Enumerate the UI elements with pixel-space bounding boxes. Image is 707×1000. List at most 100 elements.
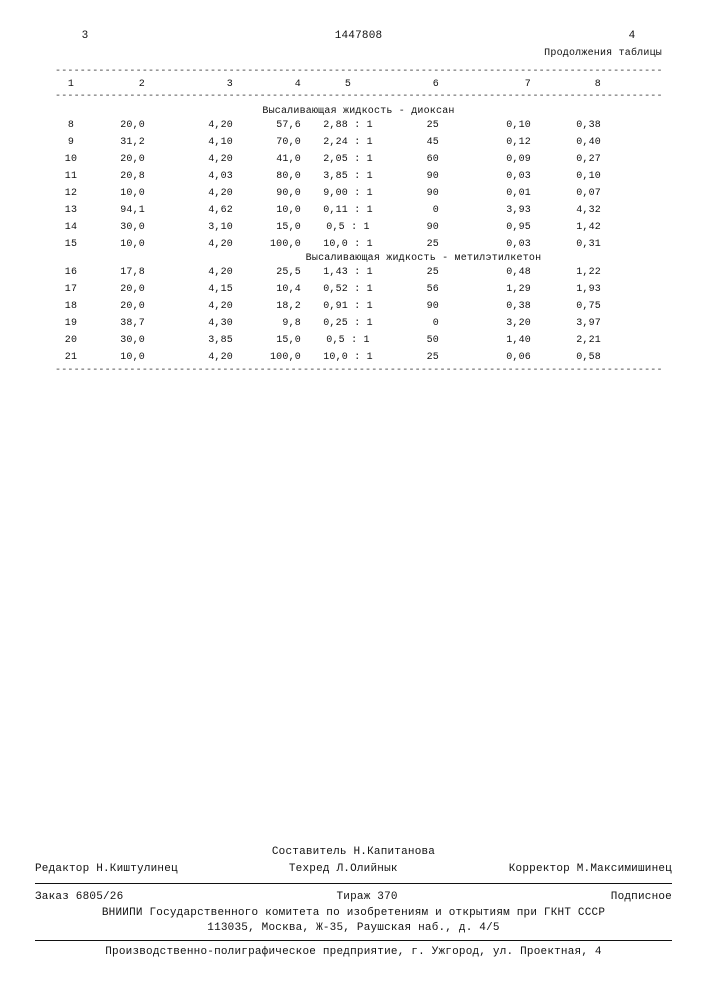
cell: 0,91 : 1 <box>307 301 389 312</box>
cell: 1,29 <box>445 284 539 295</box>
cell: 0,12 <box>445 137 539 148</box>
cell: 0,5 : 1 <box>307 222 389 233</box>
cell: 1,93 <box>539 284 601 295</box>
imprint-footer: Составитель Н.Капитанова Редактор Н.Кишт… <box>35 845 672 960</box>
cell: 2,21 <box>539 335 601 346</box>
cell: 10,0 : 1 <box>307 352 389 363</box>
cell: 4,03 <box>155 171 243 182</box>
subscription-label: Подписное <box>611 890 672 905</box>
cell: 4,20 <box>155 120 243 131</box>
cell: 90 <box>389 222 445 233</box>
cell: 9,8 <box>243 318 307 329</box>
table-row: 1020,04,2041,02,05 : 1600,090,27 <box>55 151 662 168</box>
table-row: 1394,14,6210,00,11 : 103,934,32 <box>55 202 662 219</box>
cell: 11 <box>55 171 87 182</box>
cell: 17,8 <box>87 267 155 278</box>
subheading-1: Высаливающая жидкость - диоксан <box>55 102 662 117</box>
cell: 3,93 <box>445 205 539 216</box>
cell: 25 <box>389 120 445 131</box>
cell: 38,7 <box>87 318 155 329</box>
cell: 56 <box>389 284 445 295</box>
cell: 15,0 <box>243 222 307 233</box>
cell: 4,20 <box>155 239 243 250</box>
cell: 0,5 : 1 <box>307 335 389 346</box>
cell: 4,30 <box>155 318 243 329</box>
cell: 0,31 <box>539 239 601 250</box>
cell: 10,0 : 1 <box>307 239 389 250</box>
table-row: 1430,03,1015,00,5 : 1900,951,42 <box>55 219 662 236</box>
cell: 100,0 <box>243 352 307 363</box>
cell: 0,01 <box>445 188 539 199</box>
cell: 16 <box>55 267 87 278</box>
cell: 25,5 <box>243 267 307 278</box>
table-bottom-rule: ----------------------------------------… <box>55 366 662 376</box>
cell: 20,0 <box>87 154 155 165</box>
cell: 0,10 <box>445 120 539 131</box>
col-7: 7 <box>445 79 539 90</box>
page-number-right: 4 <box>602 30 662 42</box>
cell: 10,0 <box>87 352 155 363</box>
cell: 70,0 <box>243 137 307 148</box>
table-row: 1820,04,2018,20,91 : 1900,380,75 <box>55 298 662 315</box>
org-line-1: ВНИИПИ Государственного комитета по изоб… <box>35 906 672 921</box>
cell: 18,2 <box>243 301 307 312</box>
cell: 0,38 <box>539 120 601 131</box>
cell: 0,38 <box>445 301 539 312</box>
techred-label: Техред Л.Олийнык <box>289 862 398 877</box>
table-row: 820,04,2057,62,88 : 1250,100,38 <box>55 117 662 134</box>
cell: 10,0 <box>87 188 155 199</box>
col-1: 1 <box>55 79 87 90</box>
col-3: 3 <box>155 79 243 90</box>
table-mid-rule: ----------------------------------------… <box>55 92 662 102</box>
table-top-rule: ----------------------------------------… <box>55 67 662 77</box>
page-header: 3 1447808 4 <box>55 30 662 42</box>
cell: 4,32 <box>539 205 601 216</box>
printshop-line: Производственно-полиграфическое предприя… <box>35 945 672 960</box>
document-number: 1447808 <box>115 30 602 42</box>
cell: 20,0 <box>87 284 155 295</box>
cell: 0,52 : 1 <box>307 284 389 295</box>
cell: 0,11 : 1 <box>307 205 389 216</box>
table-continuation-label: Продолжения таблицы <box>55 48 662 59</box>
cell: 20,8 <box>87 171 155 182</box>
cell: 0,07 <box>539 188 601 199</box>
cell: 2,05 : 1 <box>307 154 389 165</box>
col-2: 2 <box>87 79 155 90</box>
cell: 21 <box>55 352 87 363</box>
cell: 100,0 <box>243 239 307 250</box>
cell: 4,20 <box>155 188 243 199</box>
cell: 10 <box>55 154 87 165</box>
cell: 20,0 <box>87 120 155 131</box>
cell: 3,10 <box>155 222 243 233</box>
cell: 14 <box>55 222 87 233</box>
table-header-row: 1 2 3 4 5 6 7 8 <box>55 77 662 92</box>
col-6: 6 <box>389 79 445 90</box>
cell: 80,0 <box>243 171 307 182</box>
cell: 0,25 : 1 <box>307 318 389 329</box>
cell: 90 <box>389 171 445 182</box>
cell: 31,2 <box>87 137 155 148</box>
cell: 4,15 <box>155 284 243 295</box>
cell: 8 <box>55 120 87 131</box>
footer-rule-2 <box>35 940 672 941</box>
cell: 0,95 <box>445 222 539 233</box>
table-row: 931,24,1070,02,24 : 1450,120,40 <box>55 134 662 151</box>
cell: 3,20 <box>445 318 539 329</box>
cell: 1,22 <box>539 267 601 278</box>
cell: 9 <box>55 137 87 148</box>
page-number-left: 3 <box>55 30 115 42</box>
cell: 2,24 : 1 <box>307 137 389 148</box>
cell: 15,0 <box>243 335 307 346</box>
cell: 90 <box>389 301 445 312</box>
cell: 10,0 <box>243 205 307 216</box>
cell: 0,09 <box>445 154 539 165</box>
cell: 90,0 <box>243 188 307 199</box>
table-row: 1617,84,2025,51,43 : 1250,481,22 <box>55 264 662 281</box>
cell: 0 <box>389 318 445 329</box>
cell: 60 <box>389 154 445 165</box>
compiler-line: Составитель Н.Капитанова <box>35 845 672 860</box>
cell: 4,62 <box>155 205 243 216</box>
cell: 0 <box>389 205 445 216</box>
cell: 0,03 <box>445 239 539 250</box>
cell: 15 <box>55 239 87 250</box>
